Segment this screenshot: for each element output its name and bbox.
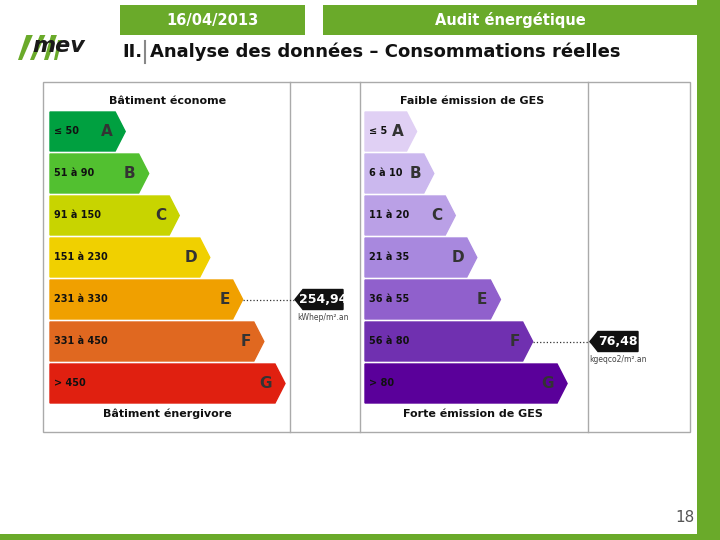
Polygon shape [365, 322, 533, 361]
Text: 331 à 450: 331 à 450 [54, 336, 108, 347]
Text: Analyse des données – Consommations réelles: Analyse des données – Consommations réel… [150, 43, 621, 61]
Text: B: B [124, 166, 135, 181]
Text: kWhep/m².an: kWhep/m².an [297, 313, 348, 321]
Text: II.: II. [122, 43, 142, 61]
Text: C: C [431, 208, 442, 223]
Polygon shape [44, 32, 58, 60]
Text: Faible émission de GES: Faible émission de GES [400, 96, 544, 106]
Text: 76,48: 76,48 [598, 335, 638, 348]
Bar [323, 5, 697, 35]
Polygon shape [365, 112, 417, 151]
Polygon shape [365, 154, 433, 193]
Text: E: E [220, 292, 230, 307]
Text: 231 à 330: 231 à 330 [54, 294, 108, 305]
Text: G: G [541, 376, 554, 391]
Polygon shape [365, 238, 477, 277]
Text: D: D [451, 250, 464, 265]
Text: C: C [155, 208, 166, 223]
Bar [0, 0, 120, 35]
Polygon shape [50, 154, 149, 193]
Text: 254,94: 254,94 [299, 293, 347, 306]
Text: kgeqco2/m².an: kgeqco2/m².an [589, 354, 647, 363]
Text: 16/04/2013: 16/04/2013 [166, 12, 258, 28]
Text: 11 à 20: 11 à 20 [369, 211, 409, 220]
Text: ≤ 5: ≤ 5 [369, 126, 387, 137]
Polygon shape [365, 196, 455, 235]
Bar [697, 0, 720, 540]
Text: E: E [477, 292, 487, 307]
Polygon shape [50, 196, 179, 235]
Text: mev: mev [32, 36, 85, 56]
Polygon shape [54, 40, 62, 60]
Bar [43, 82, 690, 432]
Text: Forte émission de GES: Forte émission de GES [402, 409, 542, 419]
Polygon shape [590, 332, 638, 352]
Polygon shape [18, 30, 35, 60]
Text: ≤ 50: ≤ 50 [54, 126, 79, 137]
Text: 51 à 90: 51 à 90 [54, 168, 94, 179]
Text: B: B [409, 166, 420, 181]
Text: 36 à 55: 36 à 55 [369, 294, 409, 305]
Text: D: D [184, 250, 197, 265]
Polygon shape [295, 289, 343, 309]
Text: Audit énergétique: Audit énergétique [435, 12, 585, 28]
Text: > 80: > 80 [369, 379, 394, 388]
Text: A: A [392, 124, 404, 139]
Text: F: F [509, 334, 520, 349]
Text: 56 à 80: 56 à 80 [369, 336, 410, 347]
Polygon shape [50, 364, 285, 403]
Polygon shape [365, 364, 567, 403]
Text: > 450: > 450 [54, 379, 86, 388]
Text: 21 à 35: 21 à 35 [369, 253, 409, 262]
Polygon shape [50, 280, 243, 319]
Polygon shape [50, 112, 125, 151]
Text: A: A [101, 124, 112, 139]
Bar [120, 5, 305, 35]
Text: 91 à 150: 91 à 150 [54, 211, 101, 220]
Bar [0, 534, 697, 540]
Polygon shape [50, 322, 264, 361]
Polygon shape [365, 280, 500, 319]
Polygon shape [30, 25, 50, 60]
Text: 151 à 230: 151 à 230 [54, 253, 108, 262]
Text: 18: 18 [675, 510, 695, 525]
Text: G: G [259, 376, 272, 391]
Text: Bâtiment énergivore: Bâtiment énergivore [103, 409, 232, 419]
Text: 6 à 10: 6 à 10 [369, 168, 402, 179]
Text: F: F [240, 334, 251, 349]
Polygon shape [50, 238, 210, 277]
Bar [305, 5, 323, 35]
Text: Bâtiment économe: Bâtiment économe [109, 96, 226, 106]
